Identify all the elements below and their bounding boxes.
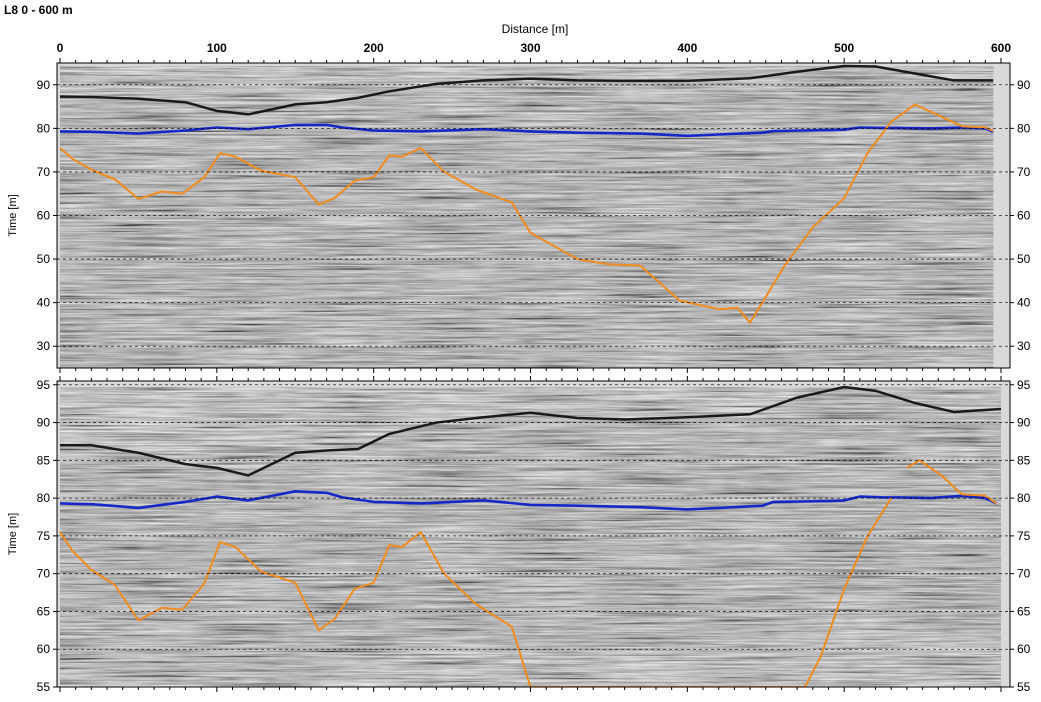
y-tick-label-left: 60 xyxy=(37,209,51,223)
panel-frame xyxy=(56,380,1011,688)
y-tick-label-left: 70 xyxy=(37,567,51,581)
x-tick-label: 0 xyxy=(57,41,64,55)
y-tick-label-right: 50 xyxy=(1017,252,1031,266)
y-tick-label-left: 90 xyxy=(37,78,51,92)
surface-line xyxy=(60,385,1002,477)
y-tick-label-left: 65 xyxy=(37,604,51,618)
series-line-2 xyxy=(59,103,994,324)
radar-data-texture-fine xyxy=(60,66,994,368)
y-tick-label-left: 60 xyxy=(37,642,51,656)
y-tick-label-left: 30 xyxy=(37,339,51,353)
y-tick-label-right: 55 xyxy=(1017,680,1031,694)
y-tick-label-right: 70 xyxy=(1017,165,1031,179)
y-tick-label-left: 75 xyxy=(37,529,51,543)
y-tick-label-left: 50 xyxy=(37,252,51,266)
radar-data-clip xyxy=(59,64,994,368)
x-tick-label: 300 xyxy=(520,41,540,55)
y-tick-label-right: 75 xyxy=(1017,529,1031,543)
y-tick-label-right: 60 xyxy=(1017,209,1031,223)
y-tick-label-right: 90 xyxy=(1017,78,1031,92)
x-tick-label: 600 xyxy=(991,41,1011,55)
series-line-3 xyxy=(906,459,997,505)
radar-data-clip xyxy=(59,385,1002,687)
x-tick-label: 200 xyxy=(364,41,384,55)
y-tick-label-right: 80 xyxy=(1017,491,1031,505)
y-tick-label-left: 90 xyxy=(37,416,51,430)
y-tick-label-right: 60 xyxy=(1017,642,1031,656)
y-tick-label-right: 30 xyxy=(1017,339,1031,353)
y-tick-label-left: 70 xyxy=(37,165,51,179)
y-tick-label-right: 85 xyxy=(1017,453,1031,467)
y-axis-label: Time [m] xyxy=(7,194,19,236)
y-tick-label-left: 80 xyxy=(37,121,51,135)
y-tick-label-left: 85 xyxy=(37,453,51,467)
radar-data-texture-fine xyxy=(60,387,1001,687)
series-line-2 xyxy=(59,497,893,687)
y-tick-label-left: 95 xyxy=(37,378,51,392)
y-tick-label-left: 55 xyxy=(37,680,51,694)
y-tick-label-right: 40 xyxy=(1017,296,1031,310)
y-tick-label-right: 95 xyxy=(1017,378,1031,392)
chart-title: L8 0 - 600 m xyxy=(4,3,73,17)
surface-line xyxy=(59,64,994,116)
y-tick-label-right: 70 xyxy=(1017,567,1031,581)
y-tick-label-right: 90 xyxy=(1017,416,1031,430)
panel-bottom: 55 55 60 60 65 65 70 70 75 75 80 80 85 85 90 90 95 95 Time… xyxy=(7,376,1031,694)
x-tick-label: 500 xyxy=(834,41,854,55)
panel-top: 30 30 40 40 50 50 60 60 70 70 80 80 90 90 Time [m] 0 100… xyxy=(7,41,1031,373)
y-tick-label-right: 65 xyxy=(1017,604,1031,618)
y-tick-label-left: 40 xyxy=(37,296,51,310)
x-tick-label: 400 xyxy=(677,41,697,55)
y-tick-label-right: 80 xyxy=(1017,121,1031,135)
y-axis-label: Time [m] xyxy=(7,513,19,555)
x-tick-label: 100 xyxy=(207,41,227,55)
y-tick-label-left: 80 xyxy=(37,491,51,505)
x-axis-label: Distance [m] xyxy=(501,22,569,36)
